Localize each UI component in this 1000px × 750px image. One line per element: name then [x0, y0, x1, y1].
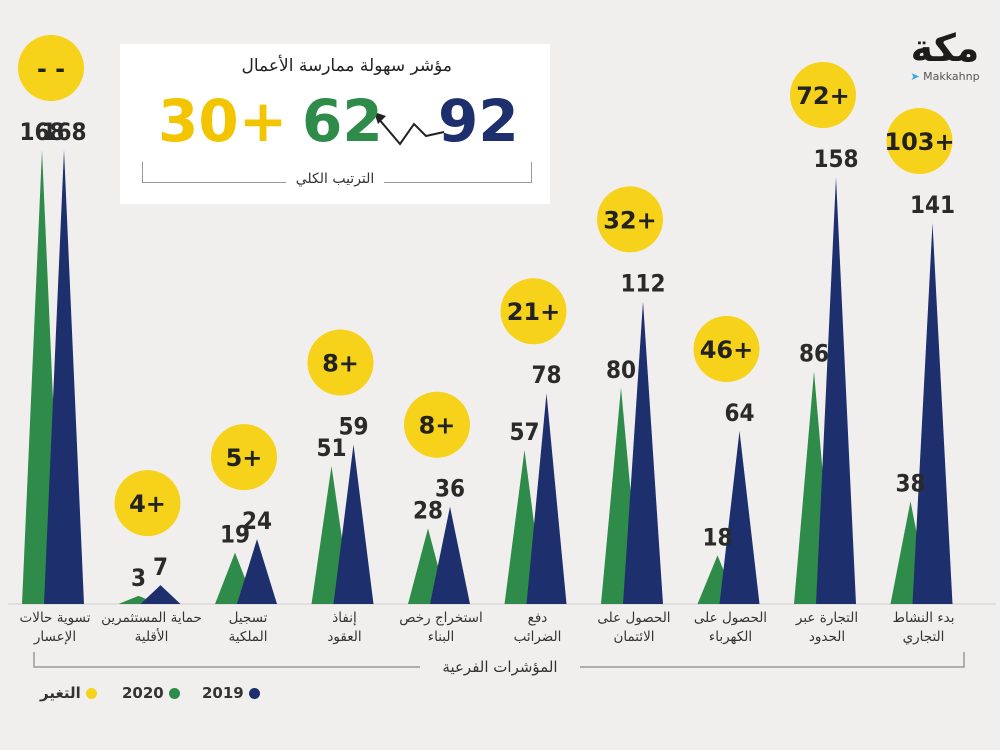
data-label-2020: 51 [316, 434, 346, 462]
logo-handle: Makkahnp [923, 70, 980, 83]
change-circle [404, 391, 470, 458]
category-label: التجاري [903, 629, 945, 645]
trend-arrow-icon [374, 112, 445, 146]
logo-mark: مكة [910, 26, 980, 70]
change-label: 4+ [129, 490, 166, 518]
category-label: الكهرباء [709, 629, 752, 645]
change-circle [693, 316, 760, 383]
bar-2019 [333, 444, 374, 604]
data-label-2019: 7 [153, 553, 168, 581]
data-label-2020: 168 [19, 118, 64, 146]
bar-2019 [623, 301, 663, 604]
bar-2019 [719, 431, 760, 604]
data-label-2019: 158 [813, 145, 858, 173]
bar-2019 [912, 222, 953, 604]
category-label: البناء [428, 629, 454, 645]
overall-label: الترتيب الكلي [285, 171, 385, 187]
change-circle [211, 424, 277, 491]
category-label: حماية المستثمرين [101, 610, 202, 626]
x-axis-label: المؤشرات الفرعية [442, 658, 557, 676]
category-label: الحصول على [597, 610, 670, 626]
data-label-2020: 3 [131, 564, 146, 592]
rank-change: 30+ [158, 87, 288, 155]
data-label-2020: 28 [413, 496, 443, 524]
change-label: 46+ [700, 336, 754, 364]
bar-2019 [237, 539, 277, 604]
category-label: الحصول على [694, 610, 767, 626]
category-label: الائتمان [613, 629, 654, 645]
overall-label-wrap: الترتيب الكلي [120, 171, 550, 187]
bar-2019 [816, 177, 856, 604]
change-circle [790, 62, 856, 129]
data-label-2019: 78 [531, 361, 561, 389]
change-label: 103+ [884, 128, 954, 156]
summary-panel: مؤشر سهولة ممارسة الأعمال 92 62 30+ التر… [120, 44, 550, 204]
legend-item-2019: 2019 [202, 684, 260, 702]
data-label-2020: 86 [799, 340, 829, 368]
logo: مكة ➤ Makkahnp [900, 28, 990, 88]
category-label: دفع [528, 610, 548, 626]
change-circle [886, 107, 953, 174]
bar-2019 [430, 506, 470, 604]
logo-handle-row: ➤ Makkahnp [900, 70, 990, 83]
data-label-2020: 19 [220, 521, 250, 549]
category-label: التجارة عبر [795, 610, 858, 626]
category-label: إنفاذ [332, 610, 356, 626]
change-label: 32+ [603, 206, 657, 234]
category-label: بدء النشاط [892, 610, 954, 626]
category-label: الضرائب [514, 629, 562, 645]
summary-title: مؤشر سهولة ممارسة الأعمال [241, 56, 452, 76]
data-label-2019: 64 [724, 399, 754, 427]
bracket-label-bg [420, 658, 580, 676]
legend-2020-label: 2020 [122, 684, 164, 702]
change-label: 8+ [322, 350, 359, 378]
bar-2019 [526, 393, 567, 604]
data-label-2019: 112 [620, 269, 665, 297]
category-label: تسوية حالات [20, 610, 91, 626]
bar-2019 [140, 585, 181, 604]
legend-2020-swatch [168, 688, 180, 699]
rank-2020: 62 [302, 87, 383, 155]
change-circle [114, 470, 181, 537]
change-label: 72+ [796, 82, 850, 110]
category-label: العقود [327, 629, 361, 645]
data-label-2019: 59 [338, 413, 368, 441]
change-circle [307, 329, 374, 396]
legend-2019-swatch [248, 688, 260, 699]
data-label-2019: 168 [41, 118, 86, 146]
legend-2019-label: 2019 [202, 684, 244, 702]
change-label: 8+ [419, 412, 456, 440]
change-label: 21+ [507, 298, 561, 326]
data-label-2019: 36 [435, 475, 465, 503]
data-label-2020: 57 [509, 418, 539, 446]
category-label: الأقلية [135, 628, 169, 645]
data-label-2019: 24 [242, 507, 272, 535]
data-label-2020: 38 [895, 469, 925, 497]
legend-change-swatch [85, 688, 97, 699]
data-label-2019: 141 [910, 191, 955, 219]
rank-2019: 92 [438, 87, 519, 155]
data-label-2020: 18 [702, 523, 732, 551]
change-label: - - [37, 55, 65, 83]
legend-item-change: التغير [40, 684, 97, 702]
category-label: استخراج رخص [399, 610, 482, 626]
category-label: الإعسار [33, 629, 76, 645]
category-label: الملكية [229, 629, 268, 645]
change-circle [597, 186, 663, 253]
data-label-2020: 80 [606, 356, 636, 384]
change-circle [18, 35, 84, 101]
legend-item-2020: 2020 [122, 684, 180, 702]
bar-2019 [44, 150, 84, 604]
change-label: 5+ [226, 444, 263, 472]
twitter-icon: ➤ [910, 70, 920, 83]
legend-change-label: التغير [40, 684, 81, 702]
change-circle [500, 278, 567, 345]
category-label: تسجيل [229, 610, 268, 626]
category-label: الحدود [809, 629, 845, 645]
